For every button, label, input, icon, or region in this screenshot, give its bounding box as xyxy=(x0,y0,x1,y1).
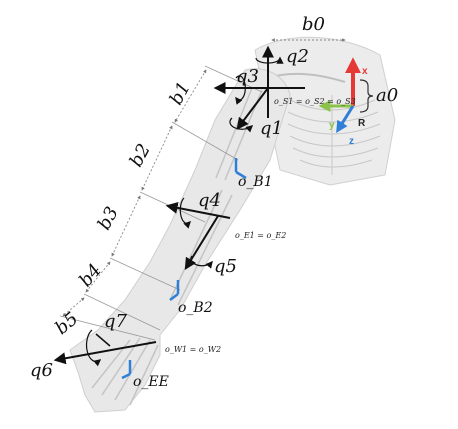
frame-x-label: x xyxy=(362,66,368,77)
a0-brace xyxy=(359,79,374,113)
elbow-origins-label: o_E1 = o_E2 xyxy=(235,231,286,240)
base-frame: x y z R xyxy=(318,57,368,147)
label-o-b2: o_B2 xyxy=(178,300,213,316)
label-b1: b1 xyxy=(166,78,195,108)
shoulder-origins-label: o_S1 = o_S2 = o_S3 xyxy=(274,97,356,106)
q4-rotation-arc xyxy=(179,197,192,229)
q2-rotation-arc xyxy=(255,56,284,64)
rib-cage xyxy=(287,95,381,175)
label-b2: b2 xyxy=(126,140,155,170)
label-q1: q1 xyxy=(260,118,283,139)
label-q2: q2 xyxy=(286,46,309,67)
label-q5: q5 xyxy=(214,256,237,277)
label-q3: q3 xyxy=(236,66,259,87)
label-q6: q6 xyxy=(30,360,53,381)
elbow-joint xyxy=(165,197,231,271)
shoulder-joint xyxy=(213,45,305,133)
o-ee-marker xyxy=(121,360,132,380)
frame-z-label: z xyxy=(349,136,354,147)
label-o-ee: o_EE xyxy=(133,374,169,390)
label-b0: b0 xyxy=(302,14,325,35)
frame-r-label: R xyxy=(358,118,366,129)
arm-illustration xyxy=(69,68,291,413)
label-b3: b3 xyxy=(94,203,123,233)
q7-rotation-arc xyxy=(85,329,102,367)
label-b5: b5 xyxy=(51,308,82,339)
frame-z-axis xyxy=(336,105,355,134)
link-length-arrows xyxy=(62,38,346,317)
q1-axis xyxy=(236,87,269,130)
frame-y-label: y xyxy=(329,120,335,131)
q4-axis xyxy=(165,201,231,219)
q3-rotation-arc xyxy=(235,75,246,105)
label-q7: q7 xyxy=(104,311,128,332)
q5-rotation-arc xyxy=(190,255,213,269)
o-b2-marker xyxy=(169,280,180,301)
label-q4: q4 xyxy=(198,190,221,211)
q6-axis xyxy=(53,341,157,365)
o-b1-marker xyxy=(234,158,247,180)
wrist-joint xyxy=(53,329,157,367)
wrist-origins-label: o_W1 = o_W2 xyxy=(165,345,221,354)
label-o-b1: o_B1 xyxy=(238,174,273,190)
label-a0: a0 xyxy=(376,85,398,106)
q7-axis xyxy=(95,333,111,347)
label-b4: b4 xyxy=(75,260,106,291)
q1-rotation-arc xyxy=(229,117,254,133)
